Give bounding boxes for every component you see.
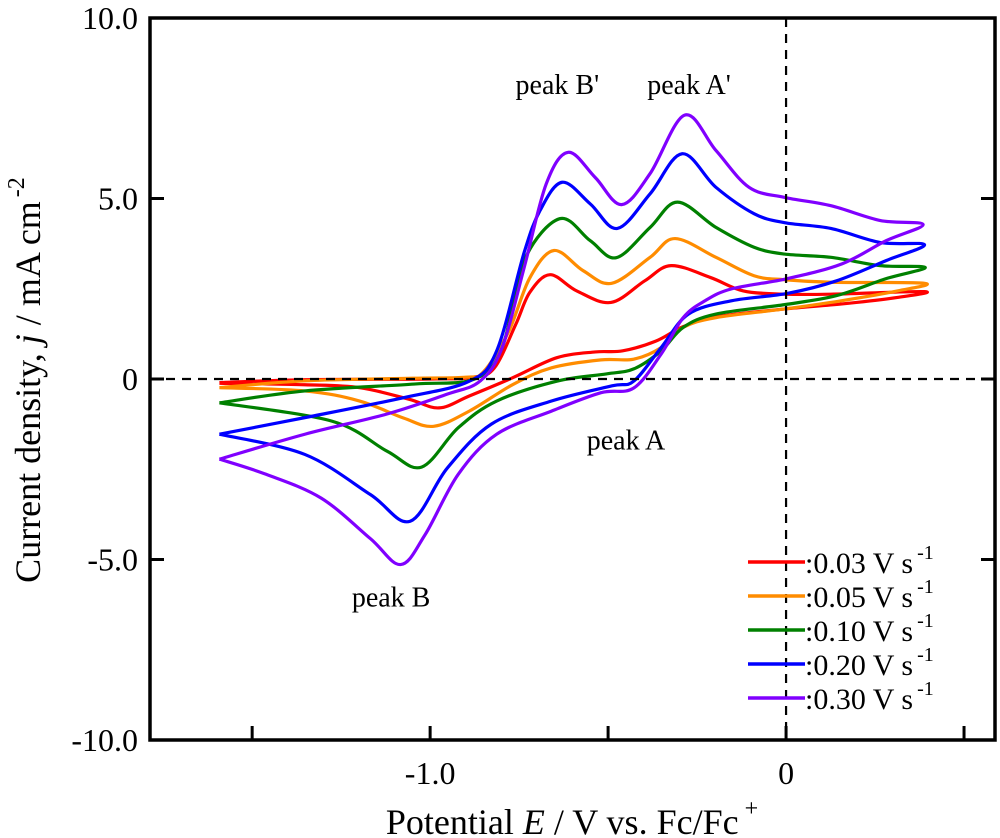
legend-rate: :0.20 V s (805, 649, 913, 682)
legend-rate: :0.10 V s (805, 615, 913, 648)
y-tick-label: -5.0 (87, 542, 138, 578)
x-tick-label: -1.0 (405, 755, 456, 791)
y-tick-label: -10.0 (71, 722, 138, 758)
legend-label-3: :0.20 V s -1 (805, 644, 934, 682)
legend-label-2: :0.10 V s -1 (805, 610, 934, 648)
x-axis-title-post: / V vs. Fc/Fc (545, 802, 739, 838)
peak-label: peak A (587, 425, 666, 456)
y-axis-title-sup: -2 (4, 177, 30, 197)
legend: :0.03 V s -1:0.05 V s -1:0.10 V s -1:0.20 V… (748, 542, 934, 716)
y-tick-label: 0 (122, 361, 138, 397)
peak-label: peak B (352, 582, 431, 613)
series-line-1 (219, 236, 929, 429)
reference-lines (150, 18, 995, 740)
legend-rate: :0.05 V s (805, 581, 913, 614)
legend-unit-exponent: -1 (917, 576, 934, 598)
legend-label-0: :0.03 V s -1 (805, 542, 934, 580)
legend-label-1: :0.05 V s -1 (805, 576, 934, 614)
y-axis-title-var: j (8, 334, 48, 348)
x-tick-label: 0 (778, 755, 794, 791)
legend-unit-exponent: -1 (917, 644, 934, 666)
series-curves (218, 113, 929, 567)
y-axis-title-post: / mA cm (8, 201, 48, 334)
series-line-0 (219, 264, 929, 410)
y-axis-title-pre: Current density, (8, 344, 48, 583)
x-axis-title: Potential E / V vs. Fc/Fc + (386, 796, 758, 838)
axis-ticks: 10.0 5.0 0 -5.0 -10.0 -1.0 0 (71, 0, 995, 791)
y-tick-label: 10.0 (82, 0, 138, 36)
y-axis-title: Current density, j / mA cm -2 (4, 177, 48, 583)
legend-label-4: :0.30 V s -1 (805, 678, 934, 716)
peak-annotations: peak B' peak A' peak A peak B (352, 70, 731, 614)
series-line-3 (219, 152, 927, 524)
x-axis-title-pre: Potential (386, 802, 523, 838)
peak-label: peak A' (647, 70, 731, 101)
legend-rate: :0.30 V s (805, 683, 913, 716)
legend-unit-exponent: -1 (917, 678, 934, 700)
x-axis-title-var: E (522, 802, 545, 838)
peak-label: peak B' (516, 70, 600, 101)
legend-unit-exponent: -1 (917, 542, 934, 564)
x-axis-title-sup: + (745, 796, 759, 822)
y-tick-label: 5.0 (98, 181, 138, 217)
legend-rate: :0.03 V s (805, 547, 913, 580)
series-line-4 (218, 113, 925, 567)
legend-unit-exponent: -1 (917, 610, 934, 632)
